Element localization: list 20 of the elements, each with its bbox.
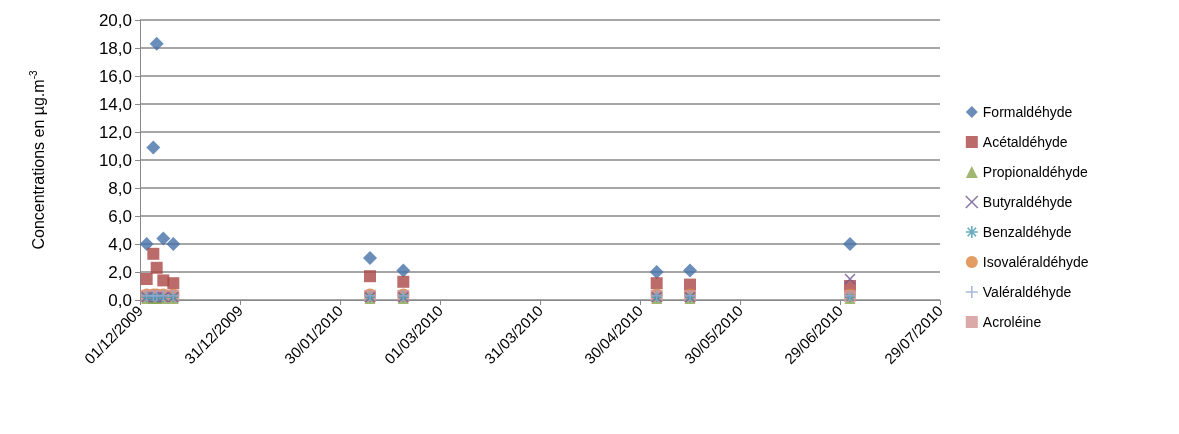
y-tick-label: 12,0 — [98, 122, 132, 142]
y-tick-label: 2,0 — [108, 262, 132, 282]
y-tick-label: 10,0 — [98, 150, 132, 170]
y-tick-label: 20,0 — [98, 10, 132, 30]
y-tick-label: 4,0 — [108, 234, 132, 254]
legend-label: Butyraldéhyde — [982, 194, 1073, 210]
y-tick-label: 14,0 — [98, 94, 132, 114]
legend-label: Acroléine — [982, 314, 1042, 330]
y-tick-label: 16,0 — [98, 66, 132, 86]
legend-label: Isovaléraldéhyde — [982, 254, 1089, 270]
y-tick-label: 8,0 — [108, 178, 132, 198]
legend-label: Benzaldéhyde — [982, 224, 1072, 240]
legend-label: Acétaldéhyde — [982, 134, 1068, 150]
y-axis-title: Concentrations en µg.m-3 — [27, 70, 47, 250]
y-tick-label: 0,0 — [108, 290, 132, 310]
legend-label: Propionaldéhyde — [982, 164, 1089, 180]
y-tick-label: 6,0 — [108, 206, 132, 226]
legend-label: Formaldéhyde — [982, 104, 1073, 120]
legend-label: Valéraldéhyde — [982, 284, 1072, 300]
y-tick-label: 18,0 — [98, 38, 132, 58]
